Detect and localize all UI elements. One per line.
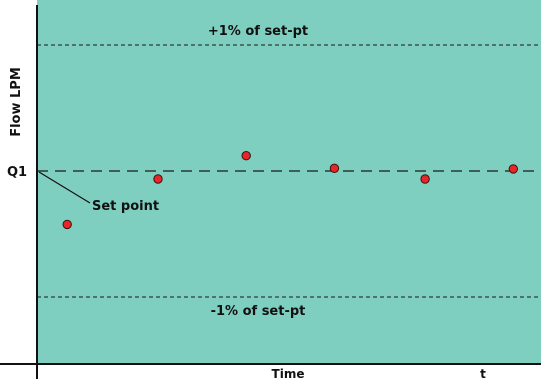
upper-limit-label: +1% of set-pt: [208, 24, 308, 39]
set-point-leader-line: [38, 171, 91, 204]
data-point-4: [329, 163, 340, 174]
data-points: [62, 151, 518, 230]
set-point-label: Set point: [92, 199, 159, 214]
y-axis-label: Flow LPM: [9, 67, 24, 137]
x-axis-end-label: t: [480, 367, 486, 380]
plot-area: [37, 0, 541, 364]
lower-limit-label: -1% of set-pt: [211, 304, 306, 319]
data-point-5: [420, 174, 430, 184]
data-point-1: [62, 219, 72, 230]
data-point-2: [153, 174, 163, 184]
data-point-3: [241, 151, 251, 161]
y-tick-q1: Q1: [7, 165, 27, 180]
data-point-6: [508, 164, 518, 174]
x-axis-label: Time: [272, 367, 305, 380]
